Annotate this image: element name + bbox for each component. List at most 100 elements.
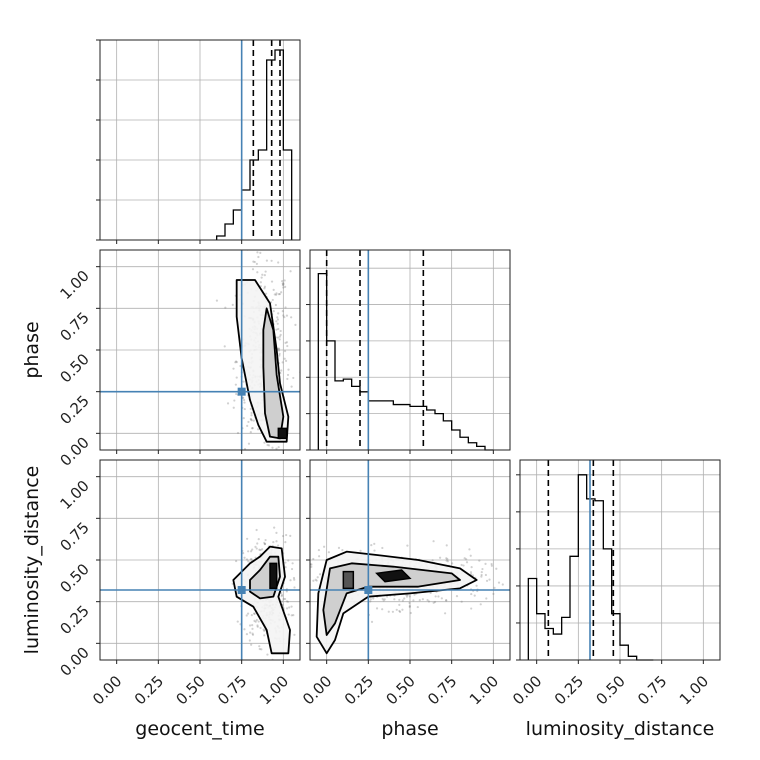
sample-point xyxy=(490,562,493,566)
sample-point xyxy=(275,248,277,250)
sample-point xyxy=(256,624,259,627)
sample-point xyxy=(381,546,384,550)
sample-point xyxy=(413,593,416,596)
truth-marker xyxy=(364,586,373,594)
sample-point xyxy=(408,605,411,609)
sample-point xyxy=(488,578,491,581)
sample-point xyxy=(270,280,274,283)
sample-point xyxy=(292,485,294,487)
sample-point xyxy=(261,548,264,551)
hist-step-phase xyxy=(317,272,494,451)
sample-point xyxy=(401,608,404,611)
sample-point xyxy=(275,540,278,543)
sample-point xyxy=(278,335,282,338)
sample-point xyxy=(251,624,254,627)
sample-point xyxy=(317,548,321,552)
sample-point xyxy=(275,320,278,323)
sample-point xyxy=(263,665,265,667)
sample-point xyxy=(383,598,386,601)
scatter-panel-phase-luminosity_distance xyxy=(306,459,511,664)
sample-point xyxy=(251,633,255,636)
sample-point xyxy=(248,639,251,642)
sample-point xyxy=(247,550,250,553)
sample-point xyxy=(433,600,437,604)
sample-point xyxy=(401,599,404,602)
sample-point xyxy=(256,542,259,545)
sample-point xyxy=(314,578,317,581)
sample-point xyxy=(463,557,466,560)
sample-point xyxy=(280,593,284,597)
sample-point xyxy=(431,559,434,562)
sample-point xyxy=(260,276,263,279)
sample-point xyxy=(263,541,266,545)
sample-point xyxy=(258,450,260,452)
sample-point xyxy=(272,310,275,313)
sample-point xyxy=(485,579,489,582)
sample-point xyxy=(434,595,437,598)
sample-point xyxy=(292,614,295,617)
sample-point xyxy=(418,599,421,602)
sample-point xyxy=(232,406,235,409)
x-tick-label: 0.50 xyxy=(172,672,208,708)
sample-point xyxy=(251,548,254,551)
sample-point xyxy=(445,599,448,602)
x-tick-label: 0.25 xyxy=(551,672,587,708)
sample-point xyxy=(267,444,271,447)
sample-point xyxy=(281,534,285,538)
sample-point xyxy=(278,292,281,296)
sample-point xyxy=(485,597,488,600)
sample-point xyxy=(249,631,252,634)
sample-point xyxy=(226,402,230,405)
sample-point xyxy=(492,592,495,596)
sample-point xyxy=(258,548,261,551)
sample-point xyxy=(291,562,294,565)
sample-point xyxy=(264,542,267,546)
sample-point xyxy=(468,548,471,551)
sample-point xyxy=(249,417,252,421)
sample-point xyxy=(455,595,459,598)
sample-point xyxy=(393,598,396,601)
sample-point xyxy=(446,557,449,561)
sample-point xyxy=(416,605,419,609)
sample-point xyxy=(451,562,454,565)
sample-point xyxy=(245,558,249,561)
scatter-panel-geocent_time-luminosity_distance xyxy=(96,459,301,667)
sample-point xyxy=(445,599,448,602)
sample-point xyxy=(381,608,384,611)
sample-point xyxy=(372,597,375,600)
sample-point xyxy=(246,424,249,427)
sample-point xyxy=(256,625,259,628)
sample-point xyxy=(370,620,374,623)
sample-point xyxy=(232,484,234,486)
sample-point xyxy=(381,597,384,601)
sample-point xyxy=(478,559,481,562)
sample-point xyxy=(290,605,293,608)
sample-point xyxy=(263,543,266,546)
sample-point xyxy=(257,620,260,623)
sample-point xyxy=(247,442,251,445)
y-tick-label: 0.25 xyxy=(56,602,92,638)
sample-point xyxy=(473,594,476,597)
truth-marker xyxy=(237,586,246,594)
sample-point xyxy=(480,573,483,577)
y-tick-label: 0.50 xyxy=(56,350,92,386)
sample-point xyxy=(252,612,256,615)
hist-panel-phase xyxy=(306,249,511,454)
sample-point xyxy=(460,563,463,567)
sample-point xyxy=(253,619,256,622)
sample-point xyxy=(287,368,290,371)
sample-point xyxy=(264,538,267,542)
sample-point xyxy=(249,463,251,465)
hist-panel-geocent_time xyxy=(96,39,301,244)
sample-point xyxy=(255,618,258,622)
sample-point xyxy=(245,614,248,617)
sample-point xyxy=(235,392,238,396)
sample-point xyxy=(266,653,269,656)
sample-point xyxy=(443,612,447,615)
sample-point xyxy=(293,578,296,581)
sample-point xyxy=(285,590,288,593)
sample-point xyxy=(387,610,390,613)
sample-point xyxy=(286,344,289,348)
sample-point xyxy=(243,556,246,559)
sample-point xyxy=(427,600,431,603)
